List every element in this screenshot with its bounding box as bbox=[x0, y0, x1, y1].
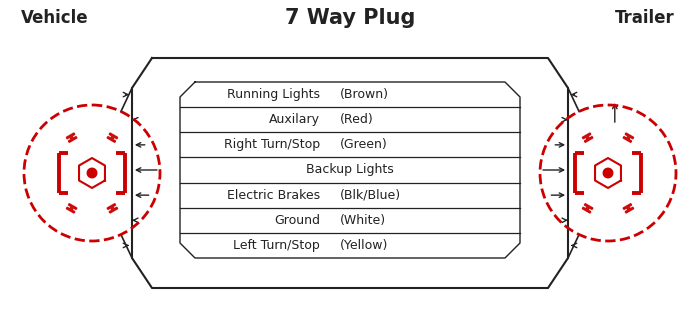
Text: (Green): (Green) bbox=[340, 138, 388, 151]
Polygon shape bbox=[623, 133, 634, 142]
Polygon shape bbox=[107, 204, 118, 213]
Text: (Blk/Blue): (Blk/Blue) bbox=[340, 189, 401, 202]
Text: Trailer: Trailer bbox=[615, 9, 675, 27]
Text: Ground: Ground bbox=[274, 214, 320, 227]
Circle shape bbox=[603, 168, 612, 178]
Text: Electric Brakes: Electric Brakes bbox=[227, 189, 320, 202]
Polygon shape bbox=[582, 204, 593, 213]
Polygon shape bbox=[582, 133, 593, 142]
Text: Right Turn/Stop: Right Turn/Stop bbox=[224, 138, 320, 151]
Text: (Red): (Red) bbox=[340, 113, 374, 126]
Text: 7 Way Plug: 7 Way Plug bbox=[285, 8, 415, 28]
Polygon shape bbox=[66, 204, 77, 213]
Polygon shape bbox=[623, 204, 634, 213]
Polygon shape bbox=[107, 133, 118, 142]
Text: (Brown): (Brown) bbox=[340, 88, 389, 101]
Circle shape bbox=[88, 168, 97, 178]
Text: (White): (White) bbox=[340, 214, 386, 227]
Text: Vehicle: Vehicle bbox=[21, 9, 89, 27]
Text: Auxilary: Auxilary bbox=[269, 113, 320, 126]
Text: Left Turn/Stop: Left Turn/Stop bbox=[233, 239, 320, 252]
Text: (Yellow): (Yellow) bbox=[340, 239, 388, 252]
Text: Backup Lights: Backup Lights bbox=[306, 163, 394, 177]
Text: Running Lights: Running Lights bbox=[227, 88, 320, 101]
Polygon shape bbox=[66, 133, 77, 142]
